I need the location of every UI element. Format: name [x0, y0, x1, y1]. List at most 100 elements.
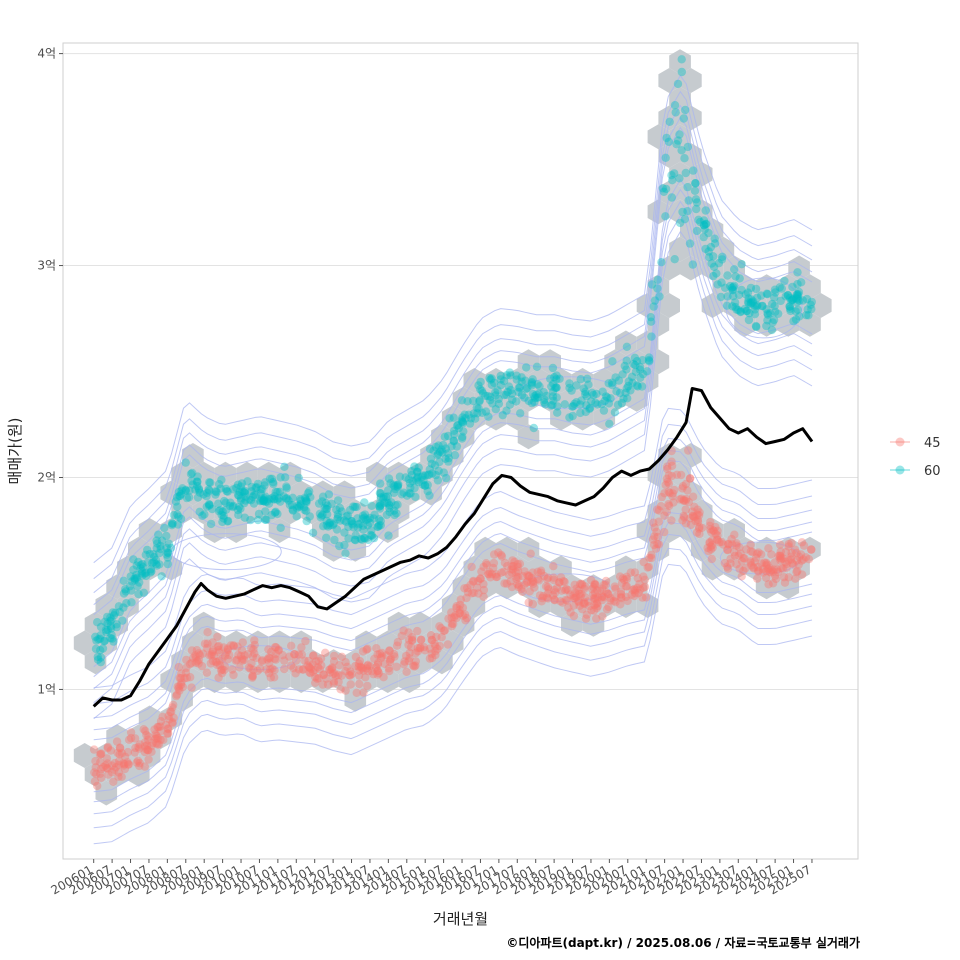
scatter-point [418, 480, 427, 489]
scatter-point [156, 544, 165, 554]
scatter-point [510, 557, 519, 566]
scatter-point [435, 641, 444, 651]
scatter-point [719, 540, 728, 549]
scatter-point [681, 105, 690, 115]
scatter-point [369, 670, 378, 679]
scatter-point [228, 665, 237, 674]
scatter-point [452, 613, 461, 623]
scatter-point [542, 593, 551, 602]
scatter-point [749, 563, 758, 572]
scatter-point [325, 519, 334, 528]
scatter-point [475, 396, 484, 405]
scatter-point [376, 500, 385, 510]
scatter-point [624, 381, 633, 391]
scatter-point [130, 748, 139, 757]
scatter-point [223, 655, 233, 664]
scatter-point [203, 639, 212, 648]
scatter-point [447, 622, 456, 631]
scatter-point [679, 495, 688, 505]
scatter-point [397, 631, 406, 641]
scatter-point [639, 572, 648, 581]
scatter-point [741, 564, 750, 573]
scatter-point [615, 572, 625, 581]
scatter-point [240, 498, 249, 508]
scatter-point [468, 577, 478, 586]
scatter-point [689, 512, 698, 521]
hexbin-cell [452, 424, 475, 450]
scatter-point [677, 146, 686, 155]
scatter-point [490, 378, 499, 388]
scatter-point [548, 392, 558, 401]
scatter-point [667, 461, 677, 470]
scatter-point [195, 507, 204, 516]
scatter-point [159, 735, 168, 745]
scatter-point [361, 515, 371, 524]
scatter-point [564, 585, 573, 595]
scatter-point [135, 578, 144, 587]
hexbin-cell [398, 630, 421, 656]
scatter-point [680, 154, 689, 163]
scatter-point [482, 559, 491, 568]
scatter-point [623, 394, 632, 403]
scatter-point [152, 731, 161, 741]
scatter-point [375, 504, 385, 513]
scatter-point [413, 467, 422, 476]
scatter-point [259, 496, 268, 506]
scatter-point [491, 391, 500, 400]
scatter-point [599, 406, 609, 415]
scatter-point [214, 641, 223, 651]
scatter-point [373, 670, 382, 679]
scatter-point [253, 515, 263, 525]
scatter-point [622, 342, 632, 351]
scatter-point [322, 504, 331, 514]
scatter-point [757, 291, 766, 300]
scatter-point [349, 502, 358, 511]
scatter-point [704, 547, 713, 556]
scatter-point [311, 657, 321, 666]
scatter-point [391, 484, 400, 494]
scatter-point [693, 515, 703, 525]
hexbin-cell [723, 518, 745, 543]
scatter-point [413, 643, 423, 653]
scatter-point [770, 285, 780, 294]
scatter-point [247, 482, 256, 492]
scatter-point [782, 563, 791, 572]
scatter-point [569, 601, 578, 610]
scatter-point [576, 592, 585, 601]
scatter-point [198, 511, 207, 520]
scatter-point [496, 380, 506, 390]
scatter-point [650, 296, 660, 305]
scatter-point [163, 553, 172, 562]
scatter-point [411, 661, 420, 670]
legend-label: 45 [924, 436, 941, 451]
scatter-point [694, 511, 704, 520]
scatter-point [351, 531, 360, 540]
scatter-point [109, 637, 118, 646]
scatter-point [426, 454, 436, 463]
hexbin-cell [106, 761, 128, 787]
scatter-point [553, 408, 562, 417]
scatter-point [300, 503, 309, 512]
scatter-point [513, 562, 522, 571]
scatter-point [93, 618, 102, 627]
scatter-point [458, 611, 468, 620]
scatter-point [778, 564, 787, 573]
scatter-point [763, 309, 772, 318]
scatter-point [149, 550, 158, 559]
scatter-point [784, 542, 793, 551]
scatter-point [250, 490, 259, 500]
scatter-point [661, 184, 671, 194]
scatter-point [728, 285, 737, 294]
scatter-point [119, 603, 128, 612]
scatter-point [238, 487, 247, 496]
scatter-point [739, 554, 748, 563]
scatter-point [599, 580, 608, 590]
scatter-point [734, 551, 743, 560]
scatter-point [692, 198, 702, 207]
scatter-point [481, 391, 490, 400]
scatter-point [601, 580, 610, 589]
scatter-point [441, 444, 450, 453]
scatter-point [691, 179, 700, 188]
scatter-point [556, 597, 565, 606]
scatter-point [530, 583, 539, 592]
